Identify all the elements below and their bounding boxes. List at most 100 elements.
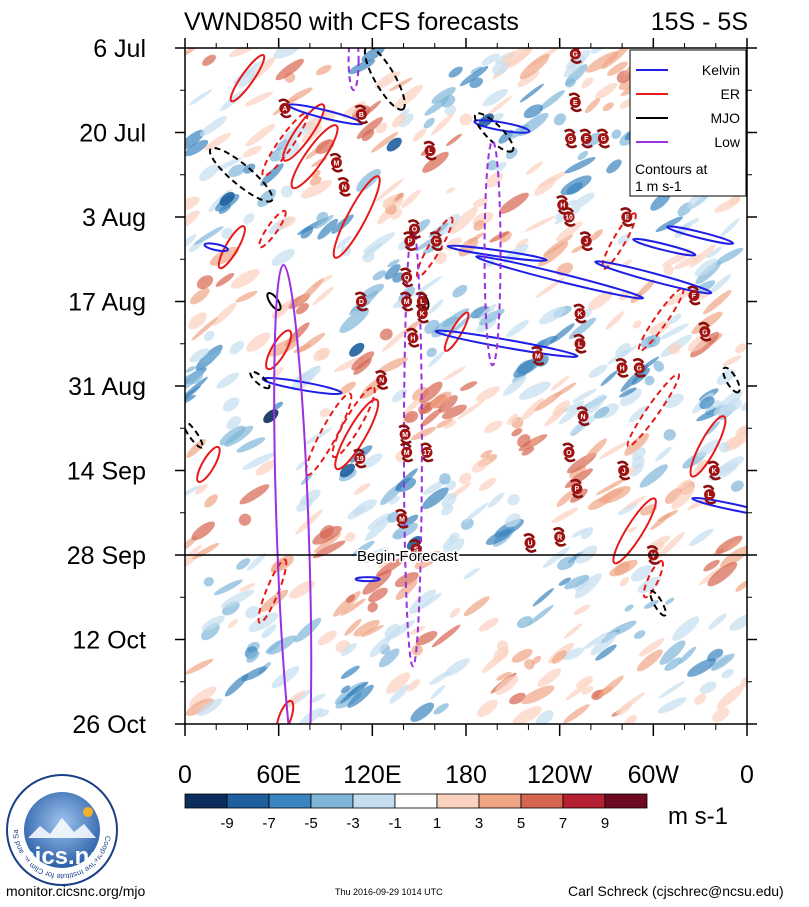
- anomaly-patch: [185, 129, 205, 150]
- anomaly-patch: [276, 139, 288, 151]
- anomaly-patch: [216, 372, 240, 389]
- storm-label: D: [359, 299, 364, 306]
- mjo-contour: [722, 366, 741, 394]
- anomaly-patch: [658, 680, 686, 699]
- anomaly-patch: [273, 48, 302, 59]
- kelvin-contour: [691, 496, 747, 517]
- anomaly-patch: [535, 710, 554, 724]
- anomaly-patch: [594, 82, 618, 100]
- storm-dot: [616, 362, 628, 374]
- anomaly-patch: [665, 597, 675, 605]
- storm-swirl: [579, 128, 593, 149]
- colorbar-label: 3: [475, 815, 483, 832]
- colorbar-swatch: [394, 793, 438, 809]
- anomaly-patch: [271, 666, 300, 689]
- er-contour: [275, 699, 295, 724]
- anomaly-patch: [564, 574, 590, 590]
- anomaly-patch: [676, 479, 691, 490]
- anomaly-patch: [457, 399, 486, 420]
- er-contour: [334, 398, 380, 471]
- anomaly-patch: [628, 405, 648, 423]
- anomaly-patch: [565, 679, 594, 701]
- y-tick-label: 28 Sep: [67, 542, 146, 570]
- storm-swirl: [579, 231, 593, 251]
- y-tick-label: 6 Jul: [93, 35, 146, 63]
- storm-label: 19: [356, 456, 364, 463]
- storm-dot: [376, 374, 388, 386]
- anomaly-patch: [727, 397, 742, 412]
- anomaly-patch: [598, 675, 624, 698]
- anomaly-patch: [378, 648, 400, 668]
- anomaly-patch: [699, 681, 717, 694]
- storm-marker: M: [399, 291, 414, 312]
- anomaly-patch: [735, 343, 747, 354]
- anomaly-patch: [413, 276, 442, 297]
- anomaly-patch: [517, 70, 540, 88]
- anomaly-patch: [496, 671, 512, 681]
- anomaly-patch: [663, 288, 695, 307]
- storm-label: E: [573, 100, 578, 107]
- kelvin-contour: [354, 576, 381, 583]
- anomaly-patch: [347, 505, 367, 520]
- storm-label: M: [402, 432, 408, 439]
- anomaly-patch: [659, 640, 686, 665]
- storm-dot: [354, 452, 366, 464]
- kelvin-contour: [666, 225, 735, 245]
- anomaly-patch: [512, 706, 542, 724]
- storm-swirl: [707, 460, 721, 481]
- anomaly-patch: [655, 446, 672, 462]
- anomaly-patch: [551, 650, 567, 664]
- anomaly-patch: [601, 48, 631, 70]
- anomaly-patch: [639, 464, 668, 488]
- anomaly-patch: [551, 507, 579, 524]
- anomaly-patch: [556, 221, 583, 242]
- er-contour: [282, 103, 326, 162]
- storm-swirl: [615, 358, 629, 378]
- anomaly-patch: [185, 485, 202, 502]
- colorbar-swatch: [268, 793, 312, 809]
- storm-marker: R: [552, 527, 567, 547]
- anomaly-patch: [507, 413, 519, 426]
- storm-marker: G: [563, 128, 578, 149]
- storm-marker: A: [278, 98, 292, 119]
- anomaly-patch: [498, 192, 529, 214]
- anomaly-patch: [309, 176, 322, 186]
- anomaly-patch: [188, 89, 212, 106]
- anomaly-patch: [464, 502, 489, 523]
- anomaly-patch: [558, 577, 571, 586]
- anomaly-patch: [189, 348, 210, 363]
- anomaly-patch: [566, 182, 583, 195]
- anomaly-patch: [485, 529, 512, 545]
- storm-marker: P: [570, 478, 584, 499]
- anomaly-patch: [523, 104, 544, 119]
- anomaly-patch: [430, 684, 446, 700]
- storm-swirl: [354, 291, 369, 312]
- anomaly-patch: [581, 77, 594, 89]
- kelvin-contour: [434, 329, 579, 358]
- anomaly-patch: [236, 437, 266, 453]
- storm-dot: [401, 271, 413, 283]
- storm-dot: [424, 145, 436, 157]
- anomaly-patch: [282, 690, 306, 710]
- anomaly-patch: [244, 91, 273, 107]
- storm-swirl: [698, 321, 712, 342]
- anomaly-patch: [422, 151, 449, 173]
- anomaly-patch: [255, 459, 276, 476]
- anomaly-patch: [619, 387, 637, 398]
- storm-marker: P: [403, 231, 417, 251]
- anomaly-patch: [459, 113, 473, 126]
- colorbar-units: m s-1: [668, 803, 728, 830]
- anomaly-patch: [606, 159, 622, 174]
- er-contour: [217, 225, 246, 270]
- anomaly-patch: [356, 117, 383, 139]
- storm-label: H: [410, 335, 415, 342]
- anomaly-patch: [695, 260, 722, 285]
- kelvin-contour: [446, 244, 548, 262]
- anomaly-patch: [601, 485, 631, 504]
- storm-marker: G: [698, 321, 712, 342]
- anomaly-patch: [185, 376, 208, 400]
- storm-label: M: [404, 299, 410, 306]
- colorbar-label: 9: [601, 815, 609, 832]
- storm-dot: [404, 235, 416, 247]
- storm-marker: M: [399, 442, 414, 463]
